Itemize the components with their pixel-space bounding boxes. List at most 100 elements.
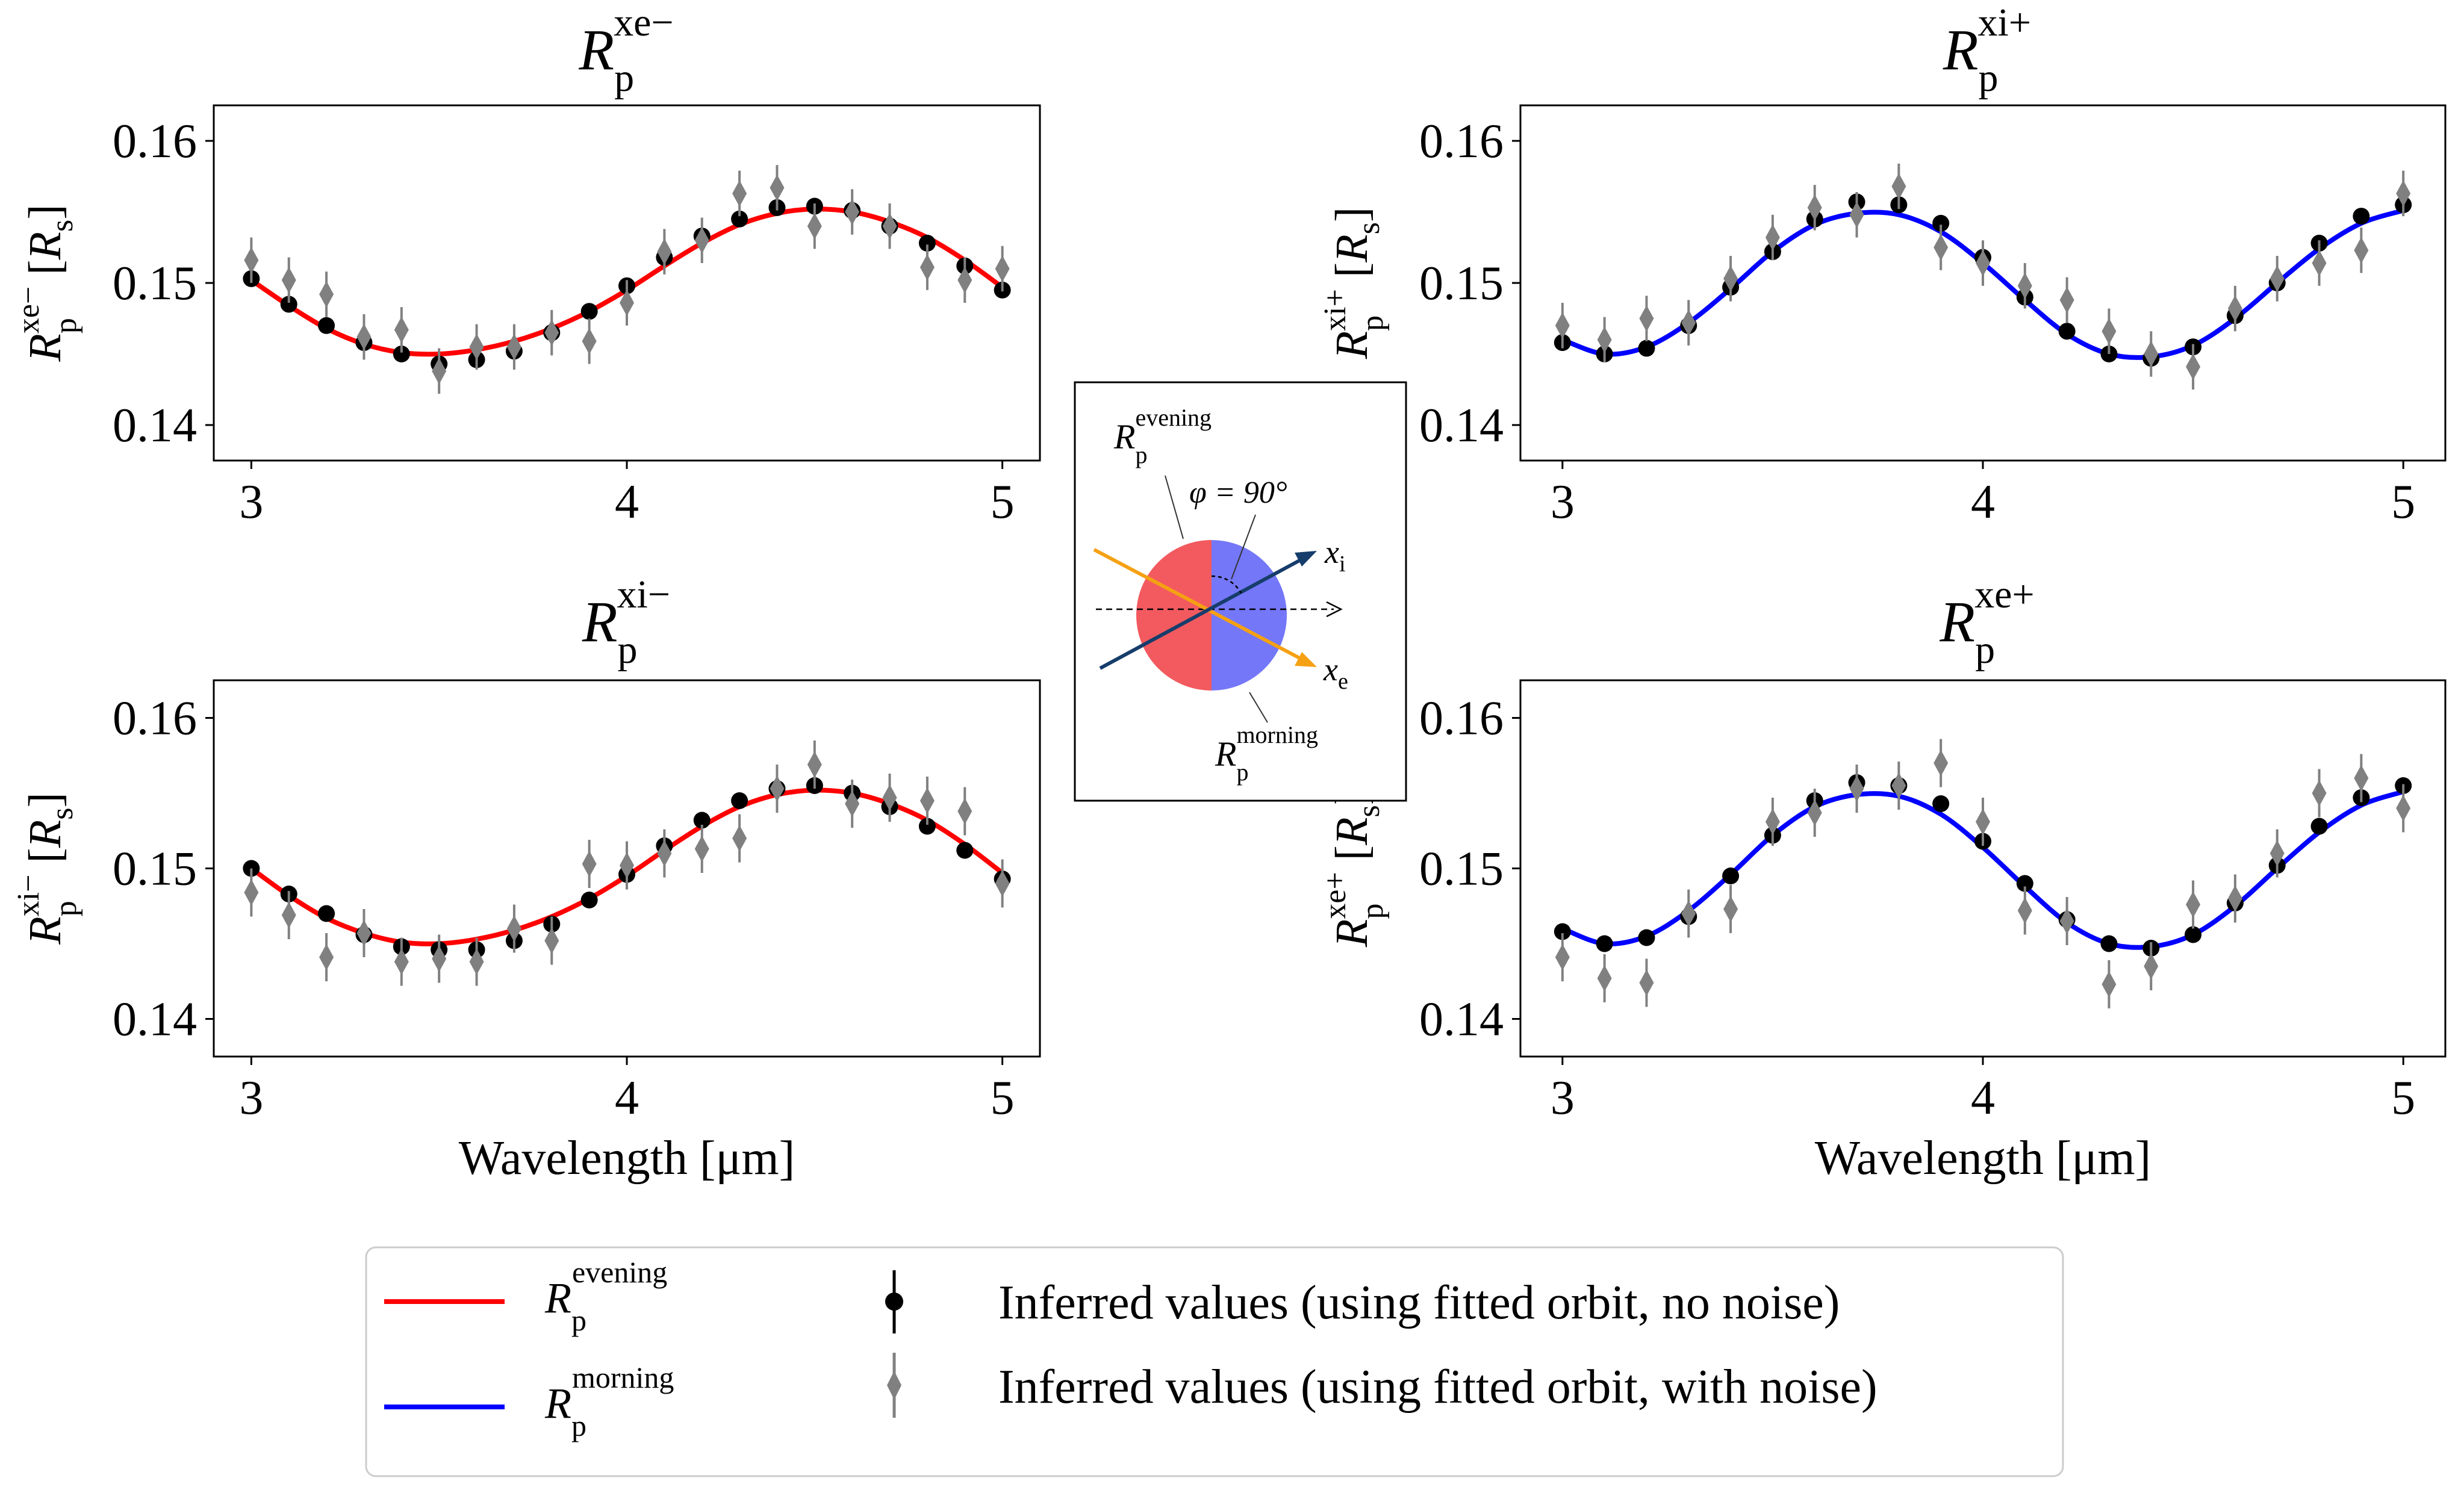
y-tick-label: 0.16 bbox=[1419, 692, 1504, 745]
with-noise-point bbox=[1891, 173, 1906, 200]
x-tick-label: 4 bbox=[1971, 476, 1995, 529]
with-noise-point bbox=[845, 790, 860, 817]
with-noise-point bbox=[657, 238, 672, 265]
y-tick-label: 0.16 bbox=[113, 692, 197, 745]
with-noise-point bbox=[2312, 780, 2327, 807]
panel-title: Rpxe− bbox=[578, 1, 673, 100]
x-tick-label: 5 bbox=[991, 1072, 1015, 1125]
y-tick-label: 0.15 bbox=[113, 257, 197, 310]
with-noise-point bbox=[432, 945, 447, 972]
with-noise-point bbox=[1681, 900, 1696, 927]
angle-leader-line bbox=[1231, 514, 1256, 580]
no-noise-point bbox=[2058, 323, 2076, 340]
x-tick-label: 5 bbox=[2391, 1072, 2415, 1125]
with-noise-point bbox=[2354, 765, 2369, 792]
with-noise-point bbox=[2396, 180, 2411, 207]
with-noise-point bbox=[2059, 287, 2074, 314]
no-noise-point bbox=[1638, 340, 1655, 357]
no-noise-point bbox=[2353, 208, 2370, 225]
no-noise-point bbox=[1596, 935, 1613, 952]
with-noise-point bbox=[882, 784, 897, 811]
with-noise-point bbox=[694, 227, 709, 254]
y-tick-label: 0.16 bbox=[1419, 115, 1504, 168]
x-tick-label: 3 bbox=[1551, 1072, 1575, 1125]
with-noise-point bbox=[2354, 237, 2369, 264]
with-noise-point bbox=[1681, 309, 1696, 337]
no-noise-point bbox=[580, 303, 598, 320]
with-noise-point bbox=[356, 323, 372, 350]
inset-xi-label: xi bbox=[1324, 534, 1346, 577]
with-noise-point bbox=[2227, 295, 2242, 322]
legend-no-noise-marker bbox=[885, 1293, 903, 1311]
panel-title: Rpxi− bbox=[582, 573, 670, 672]
no-noise-point bbox=[280, 296, 297, 313]
legend-no-noise-text: Inferred values (using fitted orbit, no … bbox=[998, 1276, 1840, 1329]
with-noise-point bbox=[1597, 965, 1612, 992]
plot-frame bbox=[1519, 679, 2447, 1058]
with-noise-point bbox=[319, 944, 334, 970]
y-tick-label: 0.14 bbox=[1419, 993, 1504, 1046]
x-tick-label: 5 bbox=[991, 476, 1015, 529]
with-noise-point bbox=[394, 316, 409, 343]
x-tick-label: 5 bbox=[2391, 476, 2415, 529]
with-noise-point bbox=[1807, 194, 1822, 221]
with-noise-point bbox=[582, 327, 597, 355]
with-noise-point bbox=[1976, 249, 1990, 276]
with-noise-point bbox=[919, 787, 935, 814]
with-noise-point bbox=[2312, 249, 2327, 276]
with-noise-point bbox=[807, 213, 822, 240]
with-noise-point bbox=[1891, 772, 1906, 799]
no-noise-point bbox=[1932, 795, 1950, 812]
with-noise-point bbox=[1765, 809, 1780, 835]
with-noise-point bbox=[1807, 799, 1822, 826]
y-tick-label: 0.14 bbox=[113, 399, 197, 452]
with-noise-point bbox=[882, 213, 897, 240]
with-noise-point bbox=[2186, 891, 2201, 918]
with-noise-point bbox=[770, 174, 785, 201]
with-noise-point bbox=[1639, 969, 1654, 996]
no-noise-point bbox=[2016, 875, 2033, 892]
inset-morning-label: Rpmorning bbox=[1215, 721, 1318, 786]
with-noise-point bbox=[957, 798, 972, 825]
with-noise-point bbox=[1723, 896, 1738, 922]
with-noise-point bbox=[1597, 326, 1612, 353]
x-tick-label: 3 bbox=[239, 1072, 263, 1125]
panel-title: Rpxi+ bbox=[1943, 1, 2031, 100]
y-tick-label: 0.16 bbox=[113, 115, 197, 168]
with-noise-point bbox=[1934, 750, 1949, 777]
x-tick-label: 4 bbox=[1971, 1072, 1995, 1125]
with-noise-point bbox=[2144, 953, 2159, 979]
xi-arrowhead bbox=[1295, 551, 1317, 567]
legend-frame bbox=[365, 1246, 2064, 1477]
y-tick-label: 0.15 bbox=[1419, 843, 1504, 896]
no-noise-point bbox=[731, 792, 748, 809]
no-noise-point bbox=[731, 210, 748, 228]
with-noise-point bbox=[2186, 353, 2201, 380]
y-axis-label: Rpxi+ [Rs] bbox=[1318, 207, 1390, 360]
with-noise-point bbox=[1555, 312, 1570, 339]
no-noise-point bbox=[580, 892, 598, 908]
legend-with-noise-text: Inferred values (using fitted orbit, wit… bbox=[998, 1361, 1878, 1414]
no-noise-point bbox=[1932, 214, 1950, 232]
with-noise-point bbox=[957, 267, 972, 294]
with-noise-point bbox=[2017, 272, 2032, 299]
no-noise-point bbox=[1638, 929, 1655, 946]
y-tick-label: 0.15 bbox=[113, 843, 197, 896]
no-noise-point bbox=[1554, 923, 1571, 940]
with-noise-point bbox=[544, 319, 559, 346]
with-noise-point bbox=[544, 927, 559, 954]
y-tick-label: 0.14 bbox=[113, 993, 197, 1046]
xi-axis-line bbox=[1099, 558, 1302, 670]
with-noise-point bbox=[2059, 908, 2074, 934]
with-noise-point bbox=[2017, 897, 2032, 924]
no-noise-point bbox=[1722, 868, 1740, 884]
x-axis-label: Wavelength [μm] bbox=[459, 1132, 795, 1185]
with-noise-point bbox=[845, 199, 860, 225]
x-tick-label: 3 bbox=[239, 476, 263, 529]
with-noise-point bbox=[281, 902, 296, 928]
with-noise-point bbox=[995, 255, 1010, 282]
with-noise-point bbox=[732, 825, 747, 852]
no-noise-point bbox=[393, 346, 410, 362]
with-noise-point bbox=[506, 334, 521, 361]
